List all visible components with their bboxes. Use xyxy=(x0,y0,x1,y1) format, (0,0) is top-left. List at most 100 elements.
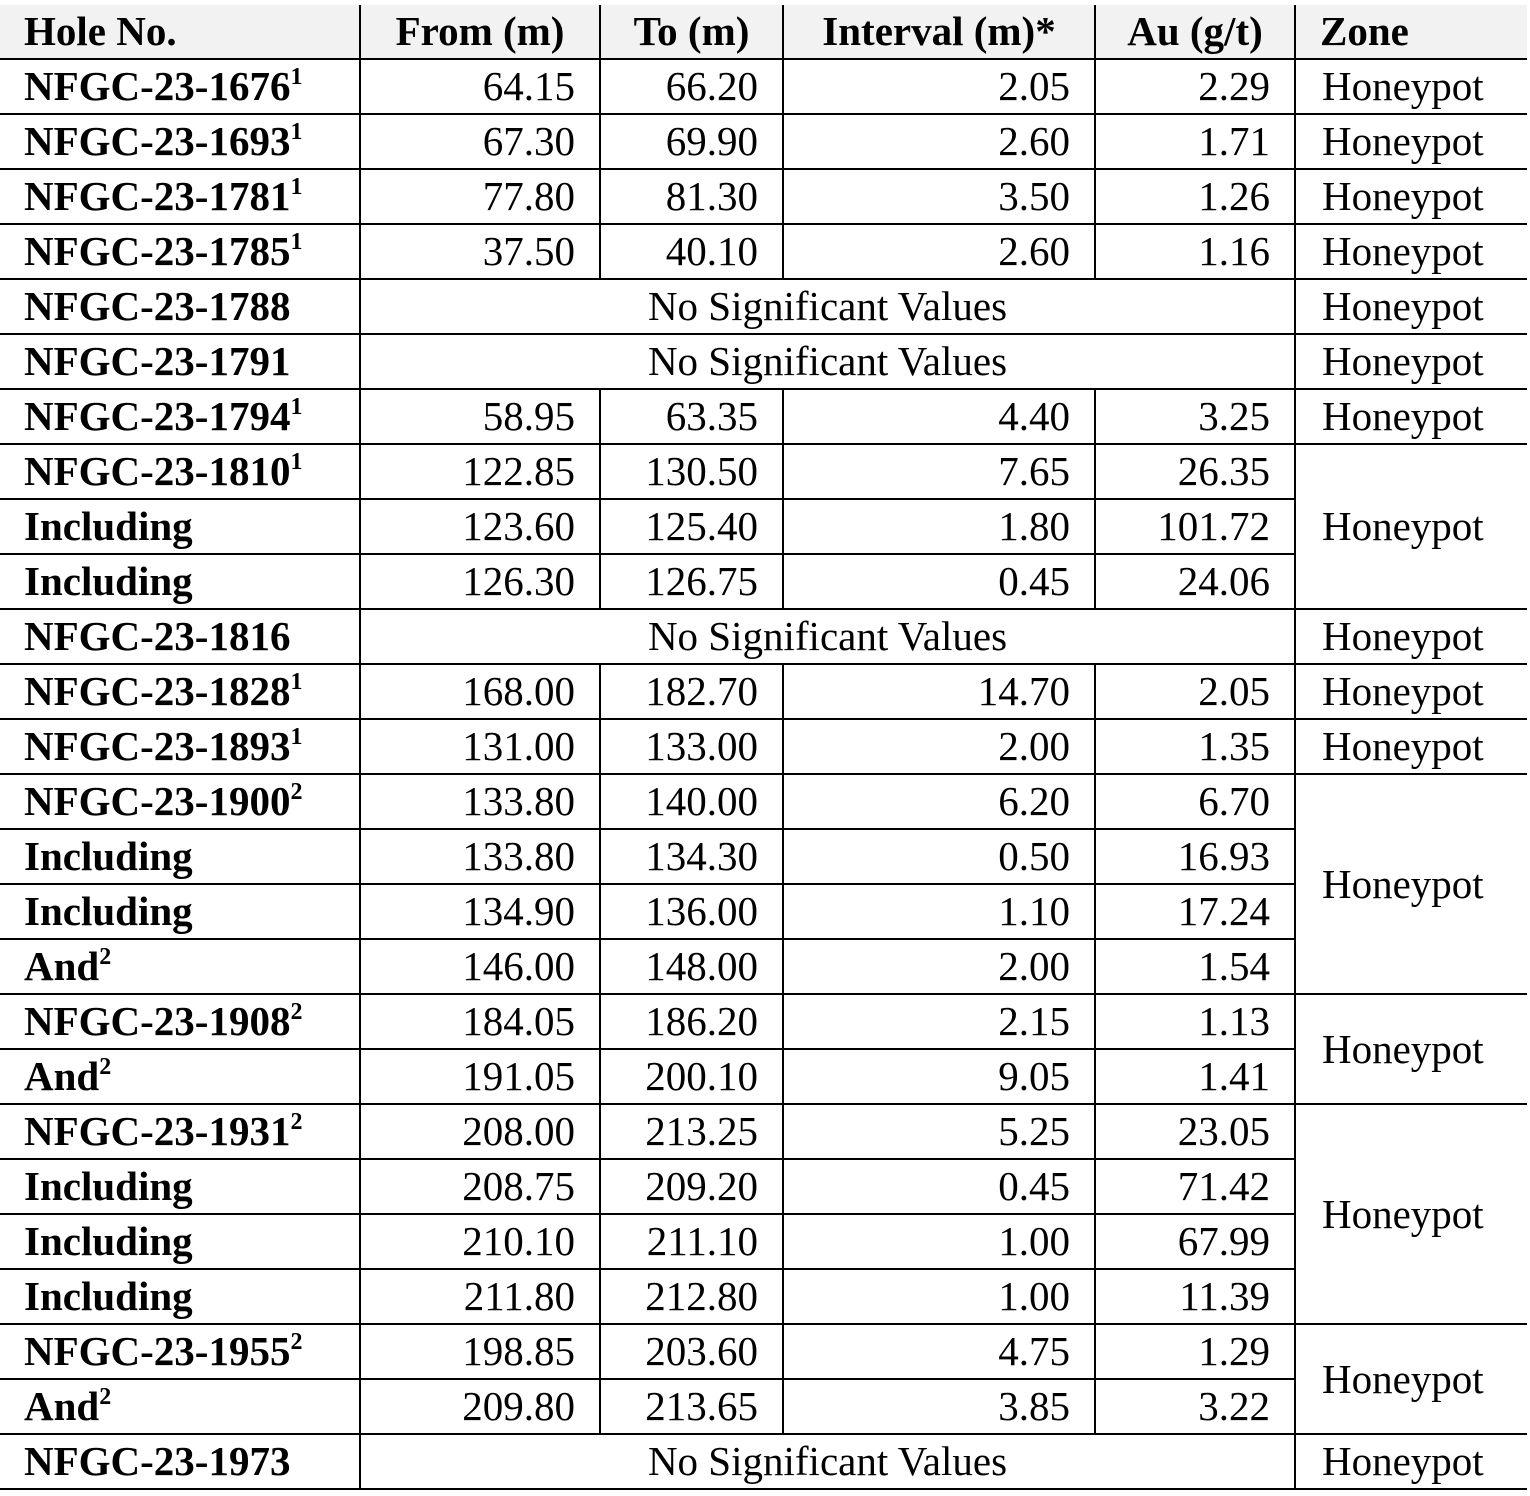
footnote-marker: 2 xyxy=(290,999,303,1025)
au-cell: 1.13 xyxy=(1094,993,1296,1050)
hole-no-cell: Including xyxy=(0,1213,361,1270)
table-row: NFGC-23-1816 No Significant Values Honeypo… xyxy=(0,608,1527,665)
table-row: And2 191.05 200.10 9.05 1.41 xyxy=(0,1048,1527,1105)
header-from: From (m) xyxy=(359,5,601,60)
table-row: NFGC-23-1791 No Significant Values Honeypo… xyxy=(0,333,1527,390)
table-row: NFGC-23-1788 No Significant Values Honeypo… xyxy=(0,278,1527,335)
interval-cell: 2.05 xyxy=(782,58,1096,115)
zone-cell: Honeypot xyxy=(1294,443,1527,610)
interval-cell: 0.45 xyxy=(782,1158,1096,1215)
zone-cell: Honeypot xyxy=(1294,223,1527,280)
au-cell: 24.06 xyxy=(1094,553,1295,610)
interval-cell: 4.75 xyxy=(782,1323,1096,1380)
from-cell: 122.85 xyxy=(359,443,601,500)
hole-no: Including xyxy=(24,1273,193,1319)
table-row: Including 126.30 126.75 0.45 24.06 xyxy=(0,553,1527,610)
au-cell: 17.24 xyxy=(1094,883,1295,940)
to-cell: 213.65 xyxy=(599,1378,784,1435)
to-cell: 126.75 xyxy=(599,553,784,610)
hole-no-cell: NFGC-23-1973 xyxy=(0,1433,361,1490)
interval-cell: 6.20 xyxy=(782,773,1096,830)
footnote-marker: 2 xyxy=(290,1329,303,1355)
au-cell: 67.99 xyxy=(1094,1213,1295,1270)
to-cell: 125.40 xyxy=(599,498,784,555)
interval-cell: 2.60 xyxy=(782,113,1096,170)
from-cell: 133.80 xyxy=(359,773,601,830)
hole-no-cell: Including xyxy=(0,828,361,885)
footnote-marker: 2 xyxy=(99,1054,112,1080)
table-row: Including 211.80 212.80 1.00 11.39 xyxy=(0,1268,1527,1325)
hole-no: Including xyxy=(24,888,193,934)
no-significant-values: No Significant Values xyxy=(359,333,1296,390)
zone-cell: Honeypot xyxy=(1294,1103,1527,1325)
hole-no-cell: NFGC-23-17851 xyxy=(0,223,361,280)
from-cell: 67.30 xyxy=(359,113,601,170)
to-cell: 213.25 xyxy=(599,1103,784,1160)
hole-no: Including xyxy=(24,1163,193,1209)
au-cell: 6.70 xyxy=(1094,773,1296,830)
hole-no: NFGC-23-1788 xyxy=(24,283,291,329)
zone-cell: Honeypot xyxy=(1294,718,1527,775)
from-cell: 208.75 xyxy=(359,1158,601,1215)
from-cell: 198.85 xyxy=(359,1323,601,1380)
from-cell: 168.00 xyxy=(359,663,601,720)
hole-no-cell: NFGC-23-16761 xyxy=(0,58,361,115)
hole-no: NFGC-23-1810 xyxy=(24,448,291,494)
to-cell: 133.00 xyxy=(599,718,784,775)
table-row: NFGC-23-19552 198.85 203.60 4.75 1.29 Honeypo… xyxy=(0,1323,1527,1435)
interval-cell: 5.25 xyxy=(782,1103,1096,1160)
interval-cell: 1.10 xyxy=(782,883,1096,940)
to-cell: 134.30 xyxy=(599,828,784,885)
interval-cell: 2.00 xyxy=(782,938,1096,995)
zone-cell: Honeypot xyxy=(1294,58,1527,115)
hole-no-cell: NFGC-23-18101 xyxy=(0,443,361,500)
table-row: Including 134.90 136.00 1.10 17.24 xyxy=(0,883,1527,940)
zone-cell: Honeypot xyxy=(1294,333,1527,390)
table-row: NFGC-23-19312 208.00 213.25 5.25 23.05 Honeyp… xyxy=(0,1103,1527,1325)
hole-no-cell: Including xyxy=(0,1268,361,1325)
from-cell: 77.80 xyxy=(359,168,601,225)
hole-no: NFGC-23-1785 xyxy=(24,228,291,274)
to-cell: 63.35 xyxy=(599,388,784,445)
footnote-marker: 1 xyxy=(290,229,303,255)
from-cell: 134.90 xyxy=(359,883,601,940)
hole-no: NFGC-23-1955 xyxy=(24,1328,291,1374)
from-cell: 131.00 xyxy=(359,718,601,775)
hole-no-cell: NFGC-23-17941 xyxy=(0,388,361,445)
interval-cell: 1.00 xyxy=(782,1268,1096,1325)
header-to: To (m) xyxy=(599,5,784,60)
to-cell: 211.10 xyxy=(599,1213,784,1270)
interval-cell: 0.45 xyxy=(782,553,1096,610)
hole-no-cell: NFGC-23-19082 xyxy=(0,993,361,1050)
zone-cell: Honeypot xyxy=(1294,168,1527,225)
to-cell: 200.10 xyxy=(599,1048,784,1105)
from-cell: 126.30 xyxy=(359,553,601,610)
footnote-marker: 1 xyxy=(290,724,303,750)
au-cell: 3.22 xyxy=(1094,1378,1295,1435)
hole-no-cell: NFGC-23-18281 xyxy=(0,663,361,720)
header-row: Hole No. From (m) To (m) Interval (m)* A… xyxy=(0,5,1527,60)
hole-no: NFGC-23-1676 xyxy=(24,63,291,109)
interval-cell: 3.85 xyxy=(782,1378,1096,1435)
hole-no-cell: NFGC-23-19312 xyxy=(0,1103,361,1160)
table-row: NFGC-23-19082 184.05 186.20 2.15 1.13 Honeypo… xyxy=(0,993,1527,1105)
footnote-marker: 1 xyxy=(290,449,303,475)
table-row: Including 133.80 134.30 0.50 16.93 xyxy=(0,828,1527,885)
au-cell: 1.16 xyxy=(1094,223,1296,280)
table-row: NFGC-23-16761 64.15 66.20 2.05 2.29 Honeypot xyxy=(0,58,1527,115)
au-cell: 11.39 xyxy=(1094,1268,1295,1325)
au-cell: 2.05 xyxy=(1094,663,1296,720)
hole-no-cell: Including xyxy=(0,1158,361,1215)
interval-cell: 2.00 xyxy=(782,718,1096,775)
header-interval: Interval (m)* xyxy=(782,5,1096,60)
interval-cell: 7.65 xyxy=(782,443,1096,500)
hole-no: NFGC-23-1794 xyxy=(24,393,291,439)
interval-cell: 0.50 xyxy=(782,828,1096,885)
table-row: And2 209.80 213.65 3.85 3.22 xyxy=(0,1378,1527,1435)
interval-cell: 1.00 xyxy=(782,1213,1096,1270)
from-cell: 208.00 xyxy=(359,1103,601,1160)
table-row: NFGC-23-18931 131.00 133.00 2.00 1.35 Honeypo… xyxy=(0,718,1527,775)
au-cell: 23.05 xyxy=(1094,1103,1296,1160)
hole-no: NFGC-23-1816 xyxy=(24,613,291,659)
footnote-marker: 1 xyxy=(290,119,303,145)
